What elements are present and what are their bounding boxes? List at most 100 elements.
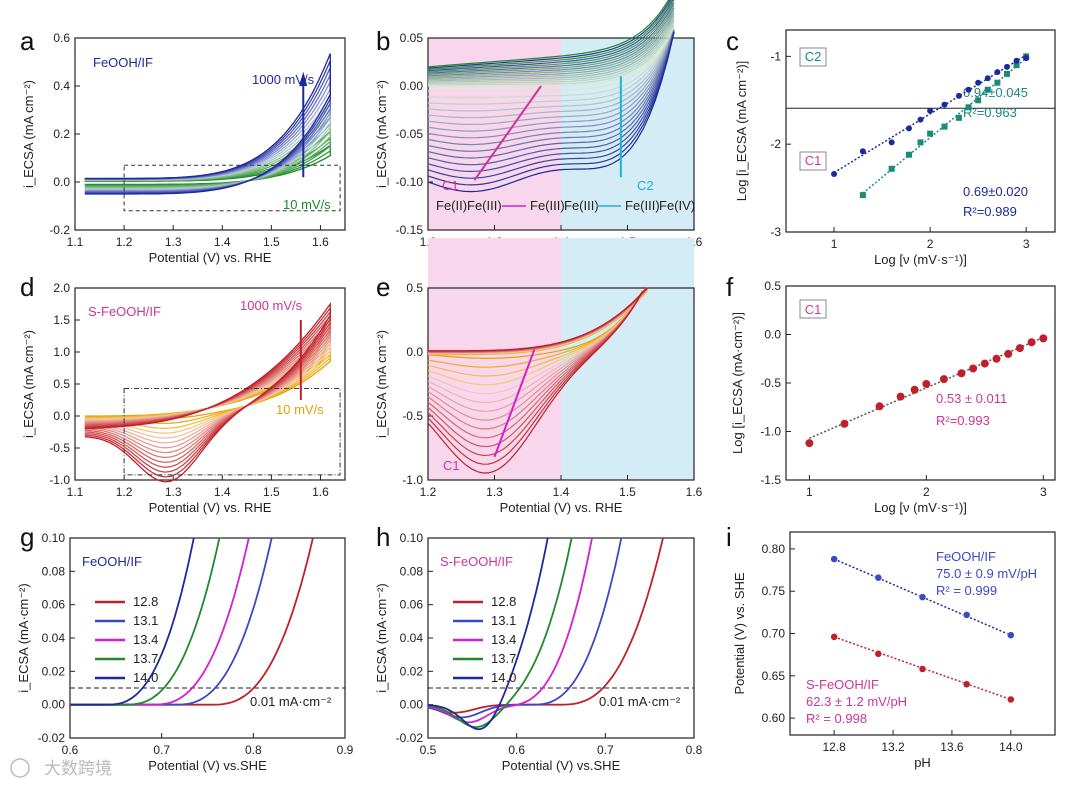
- y-tick-label: -0.05: [396, 127, 424, 141]
- y-tick-label: 0.5: [53, 377, 70, 391]
- y-tick-label: 0.06: [400, 598, 424, 612]
- panel-a: 1.1 1.2 1.3 1.4 1.5 1.6 -0.2 0.0 0.2 0.4 0.6 Potent…: [21, 31, 346, 265]
- cv-upper: [427, 5, 675, 76]
- label-10: 10 mV/s: [283, 197, 331, 212]
- x-tick-label: 13.6: [940, 740, 964, 754]
- y-tick-label: -0.5: [760, 376, 781, 390]
- y-tick-label: -1.0: [402, 473, 423, 487]
- y-axis-label: i_ECSA (mA cm⁻²): [374, 330, 389, 438]
- y-tick-label: -3: [770, 225, 781, 239]
- y-tick-label: -0.02: [38, 731, 66, 745]
- r2-text: R² = 0.999: [936, 583, 997, 598]
- legend-label: 13.1: [133, 613, 158, 628]
- x-tick-label: 1.2: [420, 485, 437, 499]
- data-point: [1007, 631, 1015, 639]
- legend-label: 12.8: [491, 594, 516, 609]
- y-axis-label: Potential (V) vs. SHE: [732, 572, 747, 694]
- x-tick-label: 14.0: [999, 740, 1023, 754]
- x-tick-label: 1.4: [214, 235, 231, 249]
- data-point: [969, 364, 978, 373]
- panel-d-title: S-FeOOH/IF: [88, 304, 161, 319]
- panel-letter-e: e: [376, 272, 390, 302]
- legend-label: 12.8: [133, 594, 158, 609]
- label-c1: C1: [442, 178, 459, 193]
- x-tick-label: 1: [806, 485, 813, 499]
- series-tag-box: [799, 47, 827, 67]
- series-tag: C2: [805, 49, 822, 64]
- cv-lower: [427, 30, 675, 139]
- x-axis-label: Potential (V) vs. RHE: [149, 250, 272, 265]
- series-tag: C1: [805, 302, 822, 317]
- y-tick-label: 0.0: [53, 175, 70, 189]
- cv-lower: [427, 31, 675, 186]
- y-axis-label: i_ECSA (mA cm⁻²): [21, 80, 36, 188]
- data-point: [1023, 55, 1030, 62]
- cv-lower: [427, 30, 675, 146]
- x-axis-label: Log [ν (mV·s⁻¹)]: [874, 500, 967, 515]
- x-tick-label: 13.2: [881, 740, 905, 754]
- data-point: [830, 633, 838, 641]
- label-fe3a: Fe(III): [467, 198, 502, 213]
- watermark-text: 大数跨境: [44, 759, 112, 779]
- reference-label: 0.01 mA·cm⁻²: [599, 694, 681, 709]
- cv-lower: [427, 28, 675, 99]
- panel-d: 1.1 1.2 1.3 1.4 1.5 1.6 -1.0 -0.5 0.0 0.5 1.0 1.5 2.…: [21, 281, 346, 515]
- cv-curve: [84, 53, 331, 195]
- cv-curve: [84, 325, 331, 454]
- data-point: [888, 165, 895, 172]
- label-fe3b: Fe(III): [530, 198, 565, 213]
- y-tick-label: -0.5: [49, 441, 70, 455]
- x-tick-label: 1.3: [486, 485, 503, 499]
- panel-letter-g: g: [20, 522, 34, 552]
- data-point: [980, 359, 989, 368]
- y-axis-label: i_ECSA (mA cm⁻²): [374, 80, 389, 188]
- y-tick-label: -0.5: [402, 409, 423, 423]
- panel-f: 1 2 3 -1.5 -1.0 -0.5 0.0 0.5 Log [ν (mV·s⁻¹)] Log…: [730, 279, 1056, 515]
- cv-lower: [427, 29, 675, 132]
- data-point: [957, 369, 966, 378]
- cv-upper: [428, 25, 675, 86]
- cv-lower: [427, 30, 675, 159]
- data-point: [955, 114, 962, 121]
- cv-upper: [427, 17, 675, 82]
- legend-label: 14.0: [491, 670, 516, 685]
- data-point: [975, 97, 982, 104]
- data-point: [939, 375, 948, 384]
- data-point: [830, 555, 838, 563]
- legend-label: 13.7: [491, 651, 516, 666]
- label-fe4: Fe(IV): [659, 198, 695, 213]
- panel-h: 0.5 0.6 0.7 0.8 -0.02 0.00 0.02 0.04 0.06 0.08 0.1…: [374, 531, 703, 773]
- y-tick-label: 1.5: [53, 313, 70, 327]
- x-tick-label: 3: [1040, 485, 1047, 499]
- y-tick-label: 0.5: [764, 279, 781, 293]
- y-tick-label: -0.2: [49, 223, 70, 237]
- y-tick-label: 0.75: [762, 584, 786, 598]
- data-point: [805, 439, 814, 448]
- y-axis-label: Log [i_ECSA (mA·cm⁻²)]: [730, 312, 745, 454]
- cv-lower: [427, 31, 675, 179]
- fit-text: 62.3 ± 1.2 mV/pH: [806, 694, 907, 709]
- y-tick-label: 0.80: [762, 542, 786, 556]
- data-point: [941, 101, 948, 108]
- y-tick-label: 0.04: [400, 631, 424, 645]
- y-tick-label: 0.6: [53, 31, 70, 45]
- x-axis-label: pH: [914, 755, 931, 770]
- arrow-head: [299, 71, 308, 86]
- y-tick-label: -1.0: [49, 473, 70, 487]
- x-axis-label: Log [ν (mV·s⁻¹)]: [874, 252, 967, 267]
- zoom-box: [123, 387, 341, 476]
- x-tick-label: 1.5: [619, 485, 636, 499]
- y-tick-label: 0.02: [42, 664, 66, 678]
- cv-upper: [427, 0, 674, 72]
- data-point: [859, 192, 866, 199]
- data-point: [965, 104, 972, 111]
- panel-title: FeOOH/IF: [82, 554, 142, 569]
- y-tick-label: 0.00: [42, 698, 66, 712]
- data-point: [1003, 70, 1010, 77]
- x-tick-label: 3: [1023, 237, 1030, 251]
- cv-lower: [427, 31, 675, 166]
- r2-text: R²=0.989: [963, 204, 1017, 219]
- data-point: [1007, 695, 1015, 704]
- arrow-c1: [473, 85, 542, 181]
